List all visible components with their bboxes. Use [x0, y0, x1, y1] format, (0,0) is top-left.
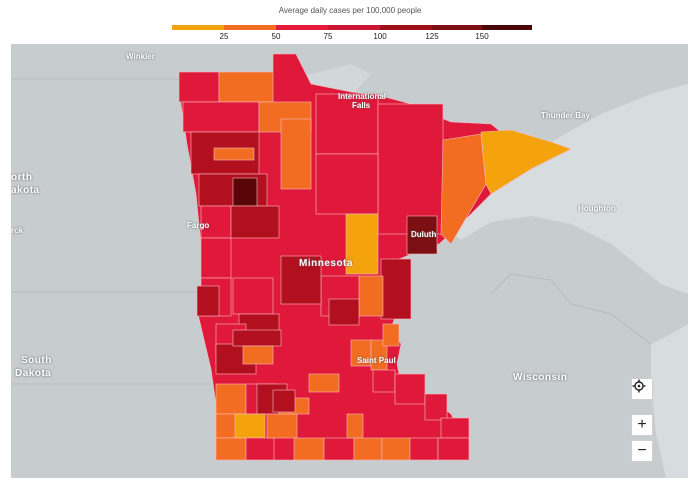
- label-north-dakota-line1: orth: [11, 172, 33, 183]
- county-beltrami: [280, 118, 312, 190]
- county-benton: [328, 298, 360, 326]
- county-steele: [353, 437, 383, 461]
- legend-tick-50: 50: [271, 32, 281, 41]
- legend-tick-125: 125: [425, 32, 439, 41]
- zoom-in-button[interactable]: +: [631, 414, 653, 436]
- county-nobles: [234, 413, 266, 439]
- zoom-out-button[interactable]: −: [631, 440, 653, 462]
- locate-button[interactable]: [631, 378, 653, 400]
- label-south-dakota-line1: South: [21, 355, 52, 366]
- legend-swatch-150-plus: [482, 25, 532, 30]
- county-becker: [230, 205, 280, 239]
- label-minnesota: Minnesota: [299, 258, 353, 269]
- county-carlton: [406, 215, 438, 255]
- county-cook: [480, 129, 572, 195]
- county-lincoln: [215, 383, 247, 415]
- county-wabasha: [424, 393, 448, 421]
- label-international-falls-line1: International: [338, 92, 387, 101]
- county-st-louis: [377, 103, 444, 235]
- crosshair-icon: [632, 379, 646, 393]
- county-yellow-medicine: [232, 329, 282, 347]
- county-faribault: [293, 437, 325, 461]
- county-norman: [200, 205, 232, 239]
- county-polygons: [178, 71, 572, 461]
- county-aitkin: [345, 213, 379, 275]
- county-winona: [440, 417, 470, 439]
- county-kittson: [178, 71, 220, 103]
- label-international-falls-line2: Falls: [352, 101, 371, 110]
- county-clay: [200, 237, 232, 279]
- county-rock: [215, 437, 247, 461]
- county-mahnomen: [232, 177, 258, 207]
- county-itasca: [315, 153, 379, 215]
- label-fargo: Fargo: [187, 221, 210, 230]
- legend-title: Average daily cases per 100,000 people: [278, 6, 422, 15]
- county-nicollet: [272, 389, 296, 413]
- label-duluth: Duluth: [411, 230, 437, 239]
- county-grant: [232, 277, 274, 315]
- label-saint-paul: Saint Paul: [357, 356, 396, 365]
- legend-ticks: 25 50 75 100 125 150: [172, 32, 532, 44]
- legend-swatch-25-50: [224, 25, 276, 30]
- county-red-lake: [213, 147, 255, 161]
- county-goodhue: [394, 373, 426, 405]
- label-rck: rck: [11, 226, 24, 235]
- county-morrison: [280, 255, 322, 305]
- lake-superior: [451, 84, 688, 294]
- county-dakota: [372, 369, 396, 393]
- label-wisconsin: Wisconsin: [513, 372, 568, 383]
- county-houston: [437, 437, 470, 461]
- label-houghton: Houghton: [578, 204, 616, 213]
- legend-swatch-75-100: [328, 25, 380, 30]
- county-dodge: [381, 437, 411, 461]
- county-lake: [440, 133, 487, 245]
- county-martin: [266, 413, 298, 439]
- county-freeborn: [323, 437, 355, 461]
- legend-swatch-0-25: [172, 25, 224, 30]
- county-traverse: [196, 285, 220, 317]
- county-kanabec: [358, 275, 384, 317]
- legend-tick-150: 150: [475, 32, 489, 41]
- county-roseau: [218, 71, 274, 103]
- county-waseca: [346, 413, 364, 439]
- county-chisago: [382, 323, 400, 347]
- legend-swatch-100-125: [380, 25, 432, 30]
- county-chippewa: [242, 345, 274, 365]
- county-pine: [380, 258, 412, 320]
- map-svg: [11, 53, 688, 478]
- legend-swatch-125-150: [432, 25, 482, 30]
- county-blue-earth: [308, 373, 340, 393]
- lake-michigan: [651, 324, 688, 478]
- label-north-dakota-line2: akota: [11, 185, 40, 196]
- county-marshall: [182, 101, 260, 133]
- legend-color-bar: [172, 25, 532, 30]
- label-south-dakota-line2: Dakota: [15, 368, 52, 379]
- legend-swatch-50-75: [276, 25, 328, 30]
- legend-tick-25: 25: [219, 32, 229, 41]
- label-winkler: Winkler: [126, 52, 155, 61]
- county-mower: [409, 437, 439, 461]
- county-jackson: [245, 437, 275, 461]
- legend-tick-75: 75: [323, 32, 333, 41]
- legend-tick-100: 100: [373, 32, 387, 41]
- label-thunder-bay: Thunder Bay: [541, 111, 590, 120]
- map-canvas[interactable]: Winkler orth akota Fargo rck Internation…: [11, 44, 688, 478]
